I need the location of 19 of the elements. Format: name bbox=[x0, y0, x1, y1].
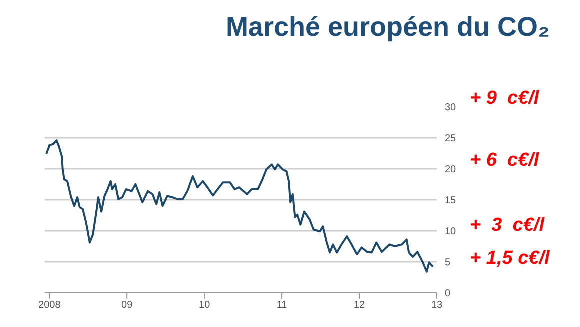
y-tick-label: 25 bbox=[445, 134, 457, 145]
y-tick-label: 0 bbox=[445, 288, 451, 300]
x-tick-label: 12 bbox=[354, 300, 366, 312]
x-tick-label: 13 bbox=[431, 300, 443, 312]
text: + 6 c€/l bbox=[470, 150, 540, 172]
x-tick-label: 09 bbox=[122, 300, 134, 312]
text: + 3 c€/l bbox=[470, 215, 544, 237]
x-tick-label: 10 bbox=[199, 300, 211, 312]
x-tick-label: 2008 bbox=[38, 300, 62, 312]
y-tick-label: 15 bbox=[445, 196, 457, 207]
text: + 1,5 c€/l bbox=[470, 248, 550, 270]
y-tick-label: 30 bbox=[445, 102, 457, 114]
y-tick-label: 5 bbox=[445, 258, 451, 269]
y-tick-label: 10 bbox=[445, 226, 457, 238]
chart-title: Marché européen du CO₂ bbox=[226, 12, 550, 42]
text: + 9 c€/l bbox=[470, 88, 540, 110]
line-series bbox=[46, 139, 434, 273]
y-tick-label: 20 bbox=[445, 164, 457, 176]
x-tick-label: 11 bbox=[276, 300, 288, 312]
